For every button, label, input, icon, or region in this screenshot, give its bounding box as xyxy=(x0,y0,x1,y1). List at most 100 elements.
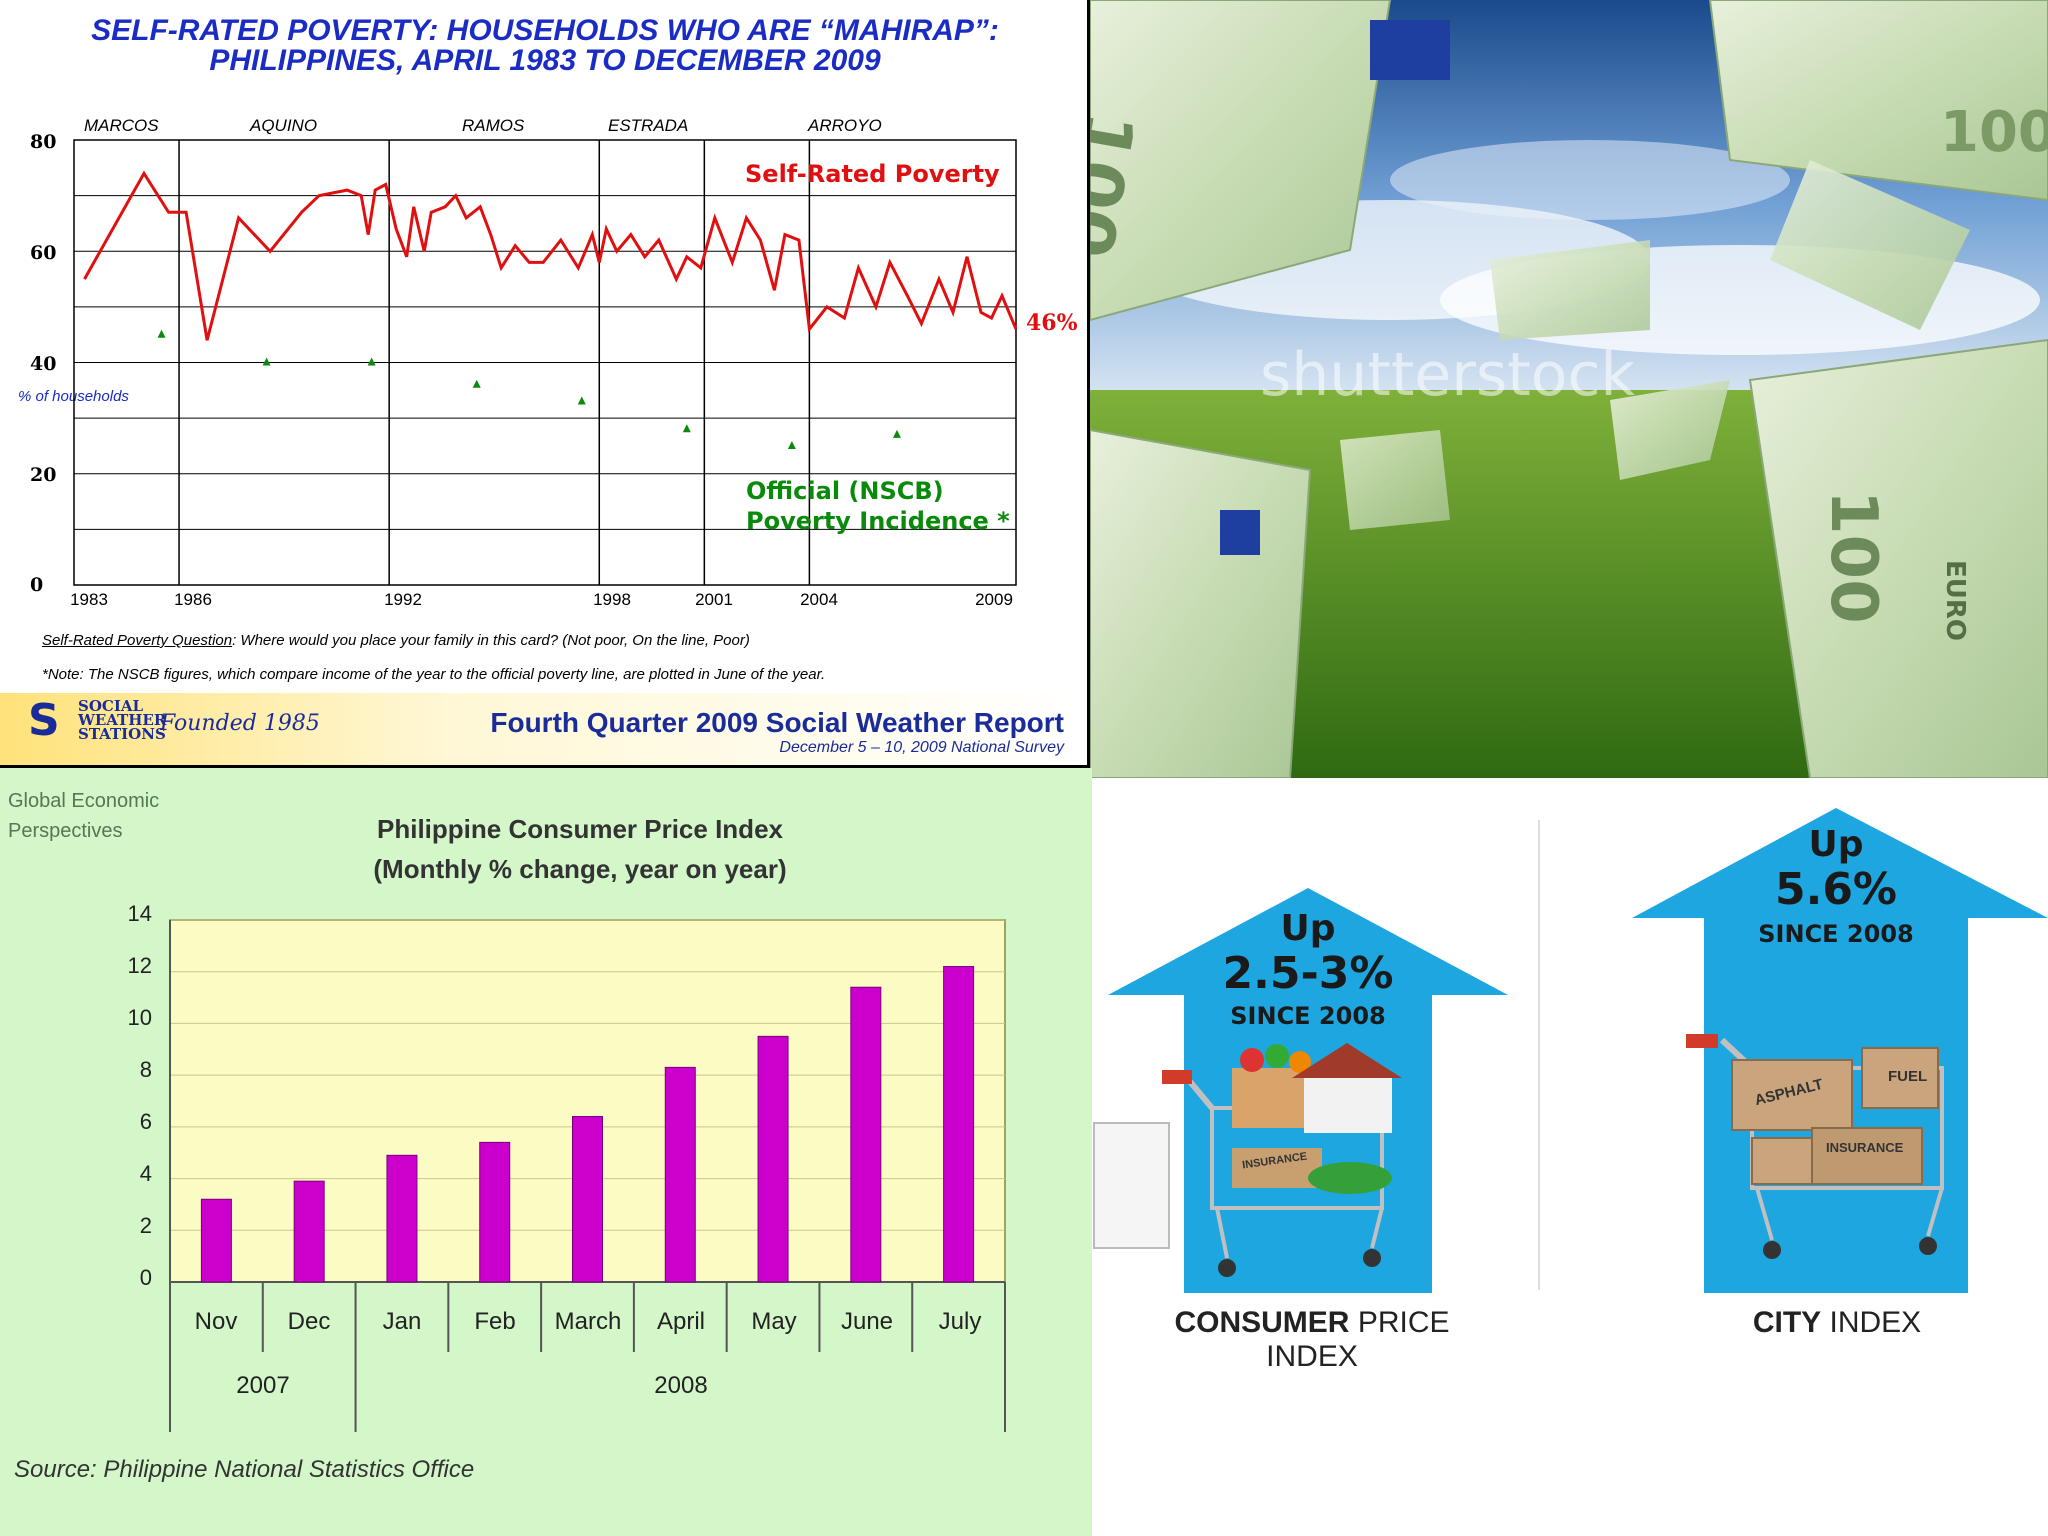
index-arrows-panel: ASPHALT FUEL INSURANCE INSURANCE Up 2.5-… xyxy=(1092,778,2048,1536)
label-bold: CITY xyxy=(1752,1306,1822,1339)
category-label: May xyxy=(751,1308,797,1335)
nscb-note: *Note: The NSCB figures, which compare i… xyxy=(42,666,826,683)
euro-label: EURO xyxy=(1940,560,1970,641)
left-up-text: Up xyxy=(1280,908,1336,949)
category-label: March xyxy=(554,1308,622,1335)
note-denomination: 100 xyxy=(1816,490,1890,624)
cpi-bar xyxy=(757,1035,789,1283)
y-tick-label: 8 xyxy=(139,1057,152,1082)
report-title: Fourth Quarter 2009 Social Weather Repor… xyxy=(490,707,1064,738)
index-arrows-graphic xyxy=(1093,808,2048,1293)
org-line: STATIONS xyxy=(78,725,166,743)
cpi-bar xyxy=(943,966,975,1283)
x-tick-label: 1986 xyxy=(174,590,212,609)
corner-label: Global Economic Perspectives xyxy=(8,786,159,846)
era-label: RAMOS xyxy=(462,116,525,135)
label-bold: CONSUMER xyxy=(1174,1306,1350,1339)
official-poverty-marker xyxy=(262,357,271,366)
x-tick-label: 1998 xyxy=(593,590,631,609)
y-tick-label: 0 xyxy=(139,1265,152,1290)
y-tick-label: 80 xyxy=(30,131,57,153)
category-label: July xyxy=(938,1308,982,1335)
official-poverty-marker xyxy=(472,379,481,388)
divider xyxy=(1538,820,1540,1290)
cpi-bar xyxy=(386,1154,418,1283)
x-tick-label: 1983 xyxy=(70,590,108,609)
cpi-bar xyxy=(850,986,882,1283)
poverty-line-chart xyxy=(73,139,1018,586)
end-value-label: 46% xyxy=(1026,310,1078,336)
city-index-label: CITY INDEX xyxy=(1672,1306,2002,1340)
report-subtitle: December 5 – 10, 2009 National Survey xyxy=(779,739,1064,756)
report-footer: S SOCIAL WEATHER STATIONS Founded 1985 F… xyxy=(0,693,1084,765)
right-since: SINCE 2008 xyxy=(1758,920,1914,948)
official-poverty-marker xyxy=(367,357,376,366)
era-label: MARCOS xyxy=(84,116,159,135)
corner-label-line: Global Economic xyxy=(8,790,160,812)
cpi-bar xyxy=(479,1141,511,1283)
label-rest: PRICE INDEX xyxy=(1266,1306,1450,1373)
y-tick-label: 40 xyxy=(30,353,57,375)
era-label: AQUINO xyxy=(250,116,318,135)
sws-s-icon: S xyxy=(28,695,60,746)
x-tick-label: 2009 xyxy=(975,590,1013,609)
category-label: Nov xyxy=(194,1308,238,1335)
right-up-text: Up xyxy=(1808,824,1864,865)
question-text: : Where would you place your family in t… xyxy=(232,632,750,649)
era-label: ESTRADA xyxy=(608,116,689,135)
y-tick-label: 2 xyxy=(139,1213,152,1238)
chart-title-line2: PHILIPPINES, APRIL 1983 TO DECEMBER 2009 xyxy=(209,44,881,77)
left-since: SINCE 2008 xyxy=(1230,1002,1386,1030)
source-note: Source: Philippine National Statistics O… xyxy=(14,1456,475,1483)
category-label: Feb xyxy=(474,1308,516,1335)
y-tick-label: 4 xyxy=(139,1161,152,1186)
series-label-official-1: Official (NSCB) xyxy=(746,477,944,505)
era-label: ARROYO xyxy=(808,116,882,135)
series-label-self-rated: Self-Rated Poverty xyxy=(745,160,1000,188)
y-tick-label: 60 xyxy=(30,242,57,264)
y-tick-label: 6 xyxy=(139,1109,152,1134)
official-poverty-marker xyxy=(892,429,901,438)
year-group-label: 2008 xyxy=(654,1372,708,1399)
y-tick-label: 14 xyxy=(127,901,152,926)
official-poverty-marker xyxy=(577,396,586,405)
x-tick-label: 2001 xyxy=(695,590,733,609)
shopping-cart-icon xyxy=(1093,1043,1402,1277)
y-tick-label: 0 xyxy=(30,574,44,596)
note-denomination: 100 xyxy=(1940,100,2048,165)
shopping-cart-icon xyxy=(1686,1034,1944,1259)
cpi-bar xyxy=(572,1116,603,1283)
falling-euro-notes-image xyxy=(1090,0,2048,778)
question-note: Self-Rated Poverty Question: Where would… xyxy=(42,632,750,649)
consumer-price-index-label: CONSUMER PRICE INDEX xyxy=(1132,1306,1492,1374)
category-label: June xyxy=(840,1308,894,1335)
left-percent: 2.5-3% xyxy=(1222,948,1394,999)
official-poverty-marker xyxy=(157,329,166,338)
category-label: Dec xyxy=(287,1308,331,1335)
cpi-bar-chart xyxy=(169,919,1006,1432)
x-tick-label: 1992 xyxy=(384,590,422,609)
category-label: Jan xyxy=(382,1308,422,1335)
founded-signature: Founded 1985 xyxy=(160,711,320,736)
cpi-chart-subtitle: (Monthly % change, year on year) xyxy=(373,854,787,884)
label-rest: INDEX xyxy=(1821,1306,1922,1339)
box-label: FUEL xyxy=(1888,1068,1928,1085)
year-group-label: 2007 xyxy=(236,1372,290,1399)
watermark: shutterstock xyxy=(1260,340,1636,410)
chart-title-line1: SELF-RATED POVERTY: HOUSEHOLDS WHO ARE “… xyxy=(91,14,999,47)
cpi-chart-title: Philippine Consumer Price Index xyxy=(377,814,783,844)
cpi-bar-chart-panel: Global Economic Perspectives Philippine … xyxy=(0,768,1092,1536)
self-rated-poverty-panel: SELF-RATED POVERTY: HOUSEHOLDS WHO ARE “… xyxy=(0,0,1090,768)
y-tick-label: 10 xyxy=(127,1005,152,1030)
right-percent: 5.6% xyxy=(1774,864,1898,915)
box-label: INSURANCE xyxy=(1826,1140,1904,1155)
corner-label-line: Perspectives xyxy=(8,820,123,842)
cpi-bar xyxy=(293,1180,325,1283)
self-rated-poverty-line xyxy=(83,170,1018,341)
y-tick-label: 12 xyxy=(127,953,152,978)
official-poverty-marker xyxy=(682,424,691,433)
sws-org-name: SOCIAL WEATHER STATIONS xyxy=(78,699,166,743)
cpi-bar xyxy=(664,1066,696,1283)
x-tick-label: 2004 xyxy=(800,590,838,609)
official-poverty-marker xyxy=(787,440,796,449)
